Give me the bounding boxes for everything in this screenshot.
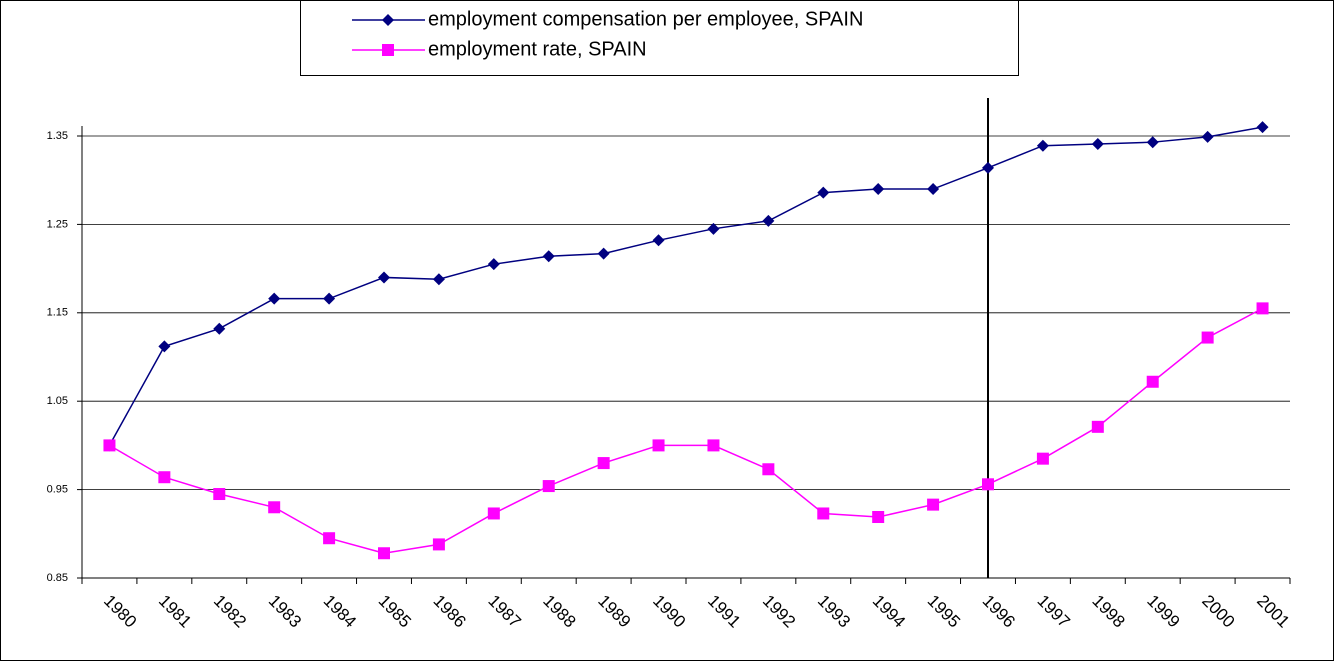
data-point — [652, 439, 665, 452]
data-point — [707, 222, 720, 235]
data-point — [1091, 420, 1104, 433]
data-point — [872, 183, 885, 196]
data-point — [103, 439, 116, 452]
data-point — [982, 161, 994, 174]
data-point — [927, 183, 940, 196]
data-point — [817, 507, 830, 520]
legend-label: employment compensation per employee, SP… — [428, 8, 863, 30]
data-point — [817, 186, 830, 199]
data-point — [323, 532, 336, 545]
data-point — [652, 234, 665, 247]
data-point — [213, 488, 226, 501]
data-point — [1256, 121, 1269, 134]
data-point — [487, 258, 500, 271]
data-point — [432, 273, 445, 286]
data-point — [1146, 375, 1159, 388]
legend-label: employment rate, SPAIN — [428, 38, 647, 60]
data-point — [158, 340, 171, 353]
data-point — [542, 250, 555, 263]
series-line — [108, 126, 1263, 446]
series-line — [109, 307, 1263, 555]
legend-box — [300, 0, 1019, 76]
data-point — [1036, 452, 1049, 465]
data-point — [432, 538, 445, 551]
data-point — [378, 547, 390, 560]
data-point — [268, 292, 281, 305]
data-point — [323, 292, 336, 305]
legend-marker — [382, 44, 394, 56]
data-point — [1036, 139, 1049, 152]
y-tick-label: 0.95 — [47, 484, 68, 496]
data-point — [982, 478, 994, 491]
data-point — [597, 457, 610, 470]
data-point — [1256, 302, 1269, 315]
data-point — [268, 501, 281, 514]
data-point — [213, 322, 226, 335]
data-point — [707, 439, 720, 452]
data-point — [542, 480, 555, 493]
data-point — [487, 507, 500, 520]
y-tick-label: 1.15 — [47, 307, 68, 319]
data-point — [378, 271, 390, 284]
data-point — [762, 463, 775, 476]
data-point — [597, 247, 610, 260]
data-point — [872, 511, 885, 524]
data-point — [1146, 136, 1159, 149]
y-tick-label: 1.25 — [47, 218, 68, 230]
data-point — [762, 214, 775, 227]
data-point — [1201, 331, 1214, 344]
y-tick-label: 1.05 — [47, 395, 68, 407]
data-point — [927, 498, 940, 511]
data-point — [1091, 137, 1104, 150]
y-tick-label: 0.85 — [47, 572, 68, 584]
data-point — [158, 471, 171, 484]
data-point — [1201, 130, 1214, 143]
y-tick-label: 1.35 — [47, 130, 68, 142]
legend-marker — [382, 14, 394, 26]
